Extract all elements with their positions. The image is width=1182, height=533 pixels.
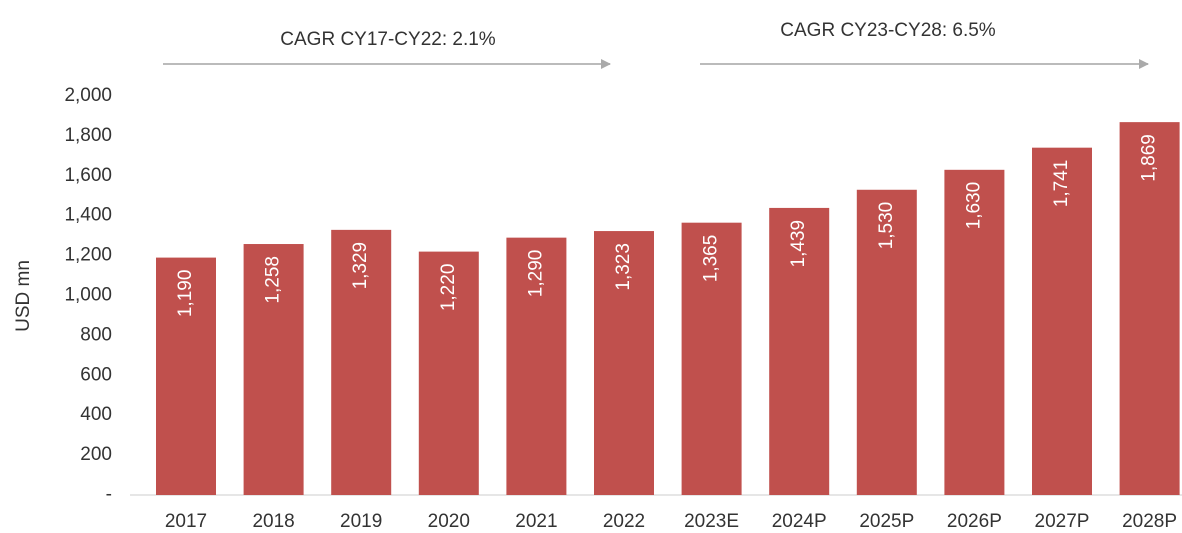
y-tick-label: 1,600 [64,165,112,186]
x-tick-label: 2025P [859,511,914,532]
value-label: 1,329 [350,242,371,290]
bar [506,237,567,495]
y-tick-label: - [106,484,112,505]
x-tick-label: 2022 [603,511,645,532]
y-tick-label: 1,200 [64,245,112,266]
bar [594,231,654,495]
annotation: CAGR CY17-CY22: 2.1% [280,29,496,50]
value-label: 1,323 [613,243,634,291]
y-tick-label: 600 [80,364,112,385]
y-tick-label: 400 [80,404,112,425]
x-tick-label: 2023E [684,511,739,532]
bar [769,207,830,495]
value-label: 1,741 [1051,160,1072,208]
x-tick-label: 2021 [515,511,557,532]
bar [156,257,216,495]
y-tick-label: 1,400 [64,205,112,226]
value-label: 1,290 [525,250,546,298]
value-label: 1,530 [876,202,897,250]
bar [418,251,479,495]
value-label: 1,190 [175,270,196,318]
y-tick-label: 1,000 [64,285,112,306]
y-axis-label: USD mn [13,260,34,332]
value-label: 1,630 [963,182,984,230]
bar [243,244,304,495]
x-tick-label: 2024P [772,511,827,532]
x-tick-label: 2020 [428,511,470,532]
annotation: CAGR CY23-CY28: 6.5% [780,20,996,41]
bar [856,189,917,495]
y-tick-label: 200 [80,444,112,465]
x-tick-label: 2018 [252,511,294,532]
x-tick-label: 2017 [165,511,207,532]
bar [1119,122,1180,496]
value-label: 1,869 [1139,134,1160,182]
y-tick-label: 2,000 [64,85,112,106]
x-tick-label: 2028P [1122,511,1177,532]
x-tick-label: 2027P [1035,511,1090,532]
value-label: 1,220 [438,264,459,312]
value-label: 1,258 [263,256,284,304]
bar [331,229,392,495]
x-tick-label: 2026P [947,511,1002,532]
value-label: 1,365 [701,235,722,283]
y-tick-label: 1,800 [64,125,112,146]
bar [944,169,1005,495]
y-tick-label: 800 [80,324,112,345]
value-label: 1,439 [788,220,809,268]
bar [1032,147,1092,495]
bar [681,222,742,495]
x-tick-label: 2019 [340,511,382,532]
